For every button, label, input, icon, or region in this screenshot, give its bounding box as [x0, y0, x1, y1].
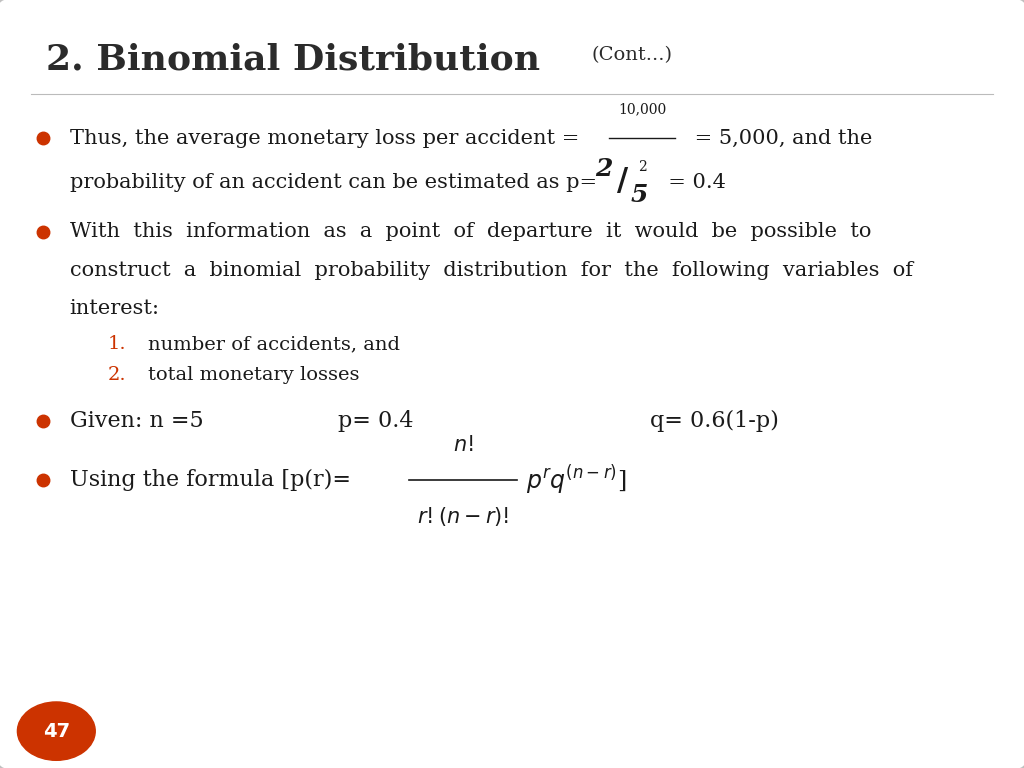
Text: 2: 2 [638, 160, 646, 174]
Text: p= 0.4: p= 0.4 [338, 410, 414, 432]
Text: construct  a  binomial  probability  distribution  for  the  following  variable: construct a binomial probability distrib… [70, 261, 912, 280]
Text: 1.: 1. [108, 335, 126, 353]
Text: probability of an accident can be estimated as p=: probability of an accident can be estima… [70, 174, 603, 192]
Circle shape [17, 702, 95, 760]
Text: With  this  information  as  a  point  of  departure  it  would  be  possible  t: With this information as a point of depa… [70, 223, 871, 241]
Text: interest:: interest: [70, 300, 160, 318]
Text: Given: n =5: Given: n =5 [70, 410, 203, 432]
Text: number of accidents, and: number of accidents, and [148, 335, 400, 353]
Text: 47: 47 [43, 722, 70, 740]
Text: total monetary losses: total monetary losses [148, 366, 360, 384]
Text: /: / [617, 166, 628, 197]
Text: $\mathit{n}!$: $\mathit{n}!$ [453, 435, 473, 455]
Text: $\mathit{r}!(\mathit{n}-\mathit{r})!$: $\mathit{r}!(\mathit{n}-\mathit{r})!$ [417, 505, 509, 528]
Text: 5: 5 [631, 183, 647, 207]
Text: 10,000: 10,000 [617, 103, 667, 117]
Text: = 5,000, and the: = 5,000, and the [688, 129, 872, 147]
Text: (Cont...): (Cont...) [592, 46, 673, 64]
Text: Thus, the average monetary loss per accident =: Thus, the average monetary loss per acci… [70, 129, 586, 147]
Text: q= 0.6(1-p): q= 0.6(1-p) [650, 410, 779, 432]
Text: 2.: 2. [108, 366, 126, 384]
Text: 2: 2 [596, 157, 612, 181]
Text: 2. Binomial Distribution: 2. Binomial Distribution [46, 42, 541, 76]
Text: $\mathit{p}^{\mathit{r}}\mathit{q}^{(\mathit{n}-\mathit{r})}$]: $\mathit{p}^{\mathit{r}}\mathit{q}^{(\ma… [526, 463, 627, 497]
Text: = 0.4: = 0.4 [655, 174, 726, 192]
Text: Using the formula [p(r)=: Using the formula [p(r)= [70, 469, 357, 491]
